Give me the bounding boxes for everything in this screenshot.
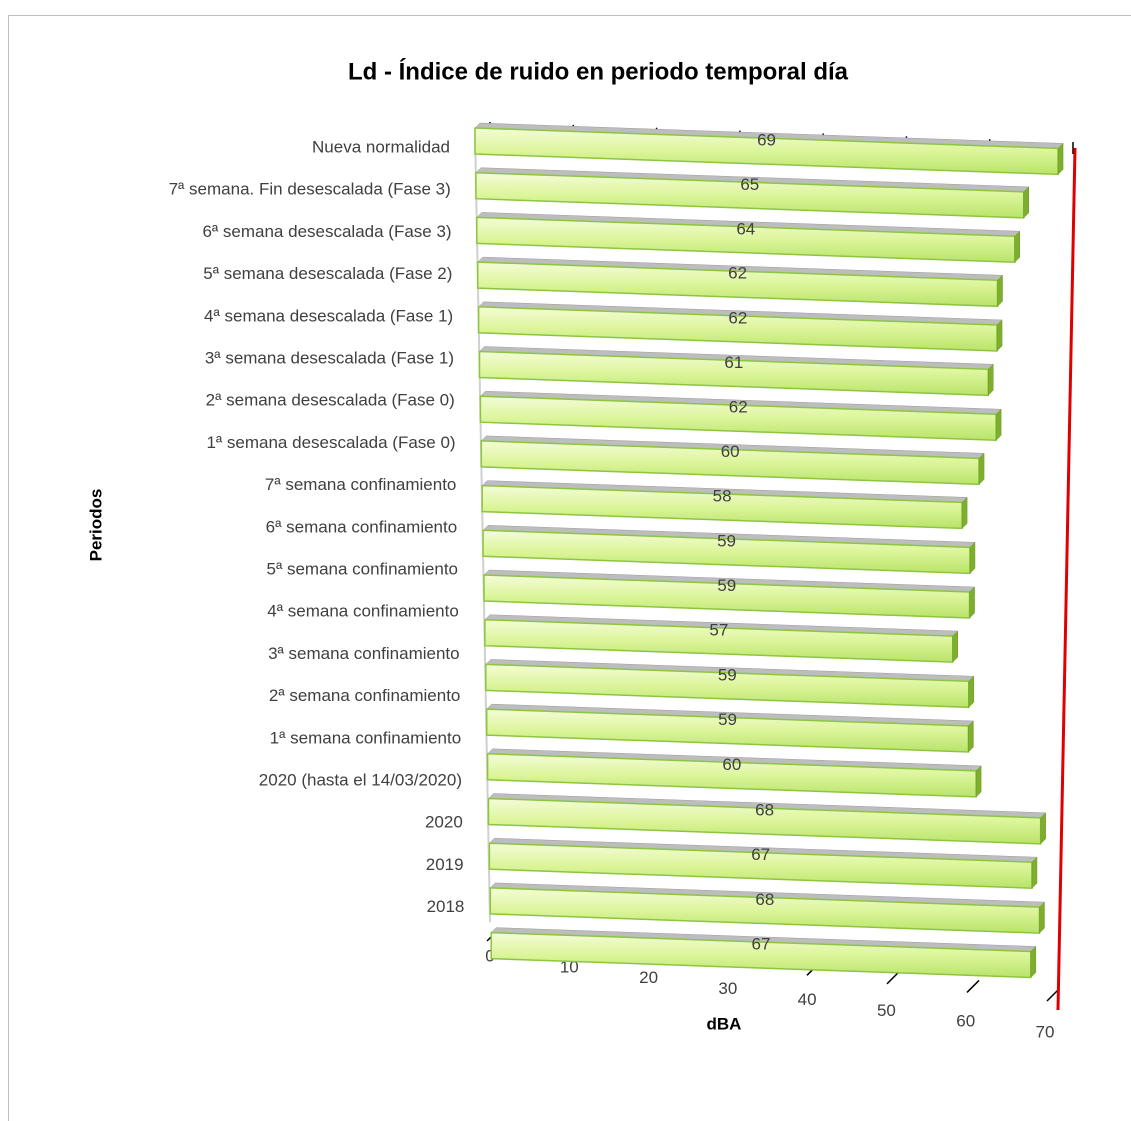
tick-mark xyxy=(886,971,900,985)
bar-side xyxy=(997,274,1003,307)
y-tick-label: 1ª semana confinamiento xyxy=(270,728,462,747)
bar-side xyxy=(968,720,974,753)
bar-side xyxy=(996,319,1003,352)
value-label: 59 xyxy=(717,576,736,595)
y-tick-label: 6ª semana confinamiento xyxy=(266,517,458,536)
y-tick-label: Nueva normalidad xyxy=(312,137,450,156)
bar-side xyxy=(961,496,968,529)
x-axis-label: dBA xyxy=(707,1014,742,1033)
x-tick-label: 20 xyxy=(639,968,658,987)
value-label: 59 xyxy=(717,531,736,550)
value-label: 62 xyxy=(729,398,748,417)
value-label: 57 xyxy=(709,620,728,639)
value-label: 68 xyxy=(755,801,774,820)
x-tick-label: 60 xyxy=(956,1012,975,1031)
x-tick-label: 50 xyxy=(877,1001,896,1020)
chart-title: Ld - Índice de ruido en periodo temporal… xyxy=(348,57,849,85)
tick-mark xyxy=(966,979,980,993)
y-tick-label: 2018 xyxy=(427,897,465,916)
value-label: 67 xyxy=(751,845,770,864)
y-tick-label: 2ª semana confinamiento xyxy=(269,686,461,705)
bar-side xyxy=(987,363,994,396)
value-label: 60 xyxy=(722,755,741,774)
value-label: 64 xyxy=(736,219,755,238)
bar-side xyxy=(969,586,975,619)
value-label: 59 xyxy=(718,665,737,684)
bar-side xyxy=(1030,945,1037,979)
frame xyxy=(8,15,1131,1121)
y-tick-label: 7ª semana confinamiento xyxy=(265,475,457,494)
y-tick-label: 2020 (hasta el 14/03/2020) xyxy=(259,770,462,789)
bar-side xyxy=(995,408,1002,441)
y-tick-label: 5ª semana desescalada (Fase 2) xyxy=(203,264,452,283)
y-tick-label: 6ª semana desescalada (Fase 3) xyxy=(202,222,451,241)
y-tick-label: 2020 xyxy=(425,813,463,832)
value-label: 67 xyxy=(752,935,771,954)
x-tick-label: 30 xyxy=(718,979,737,998)
bar-side xyxy=(978,452,985,485)
value-label: 62 xyxy=(728,264,747,283)
value-label: 60 xyxy=(721,442,740,461)
x-tick-label: 70 xyxy=(1036,1022,1055,1041)
y-tick-label: 4ª semana confinamiento xyxy=(267,602,459,621)
bar-side xyxy=(1057,142,1064,176)
value-label: 69 xyxy=(757,131,776,150)
y-tick-label: 5ª semana confinamiento xyxy=(266,559,458,578)
y-tick-label: 3ª semana confinamiento xyxy=(268,644,460,663)
value-label: 59 xyxy=(718,710,737,729)
value-label: 58 xyxy=(713,486,732,505)
bar-side xyxy=(952,630,959,663)
y-tick-label: 2019 xyxy=(426,855,464,874)
y-tick-label: 3ª semana desescalada (Fase 1) xyxy=(205,348,454,367)
bar-side xyxy=(1040,812,1046,845)
y-axis-label: Periodos xyxy=(86,489,105,562)
x-tick-label: 40 xyxy=(798,990,817,1009)
y-tick-label: 4ª semana desescalada (Fase 1) xyxy=(204,306,453,325)
value-label: 61 xyxy=(724,353,743,372)
bar-side xyxy=(1031,856,1038,889)
bar-side xyxy=(975,765,982,798)
y-tick-label: 2ª semana desescalada (Fase 0) xyxy=(206,391,455,410)
bar-side xyxy=(968,675,975,708)
bar-side xyxy=(969,541,976,574)
x-tick-label: 0 xyxy=(485,946,494,965)
value-label: 62 xyxy=(728,308,747,327)
y-tick-label: 1ª semana desescalada (Fase 0) xyxy=(206,433,455,452)
value-label: 68 xyxy=(755,890,774,909)
y-tick-label: 7ª semana. Fin desescalada (Fase 3) xyxy=(169,180,451,199)
bar-side xyxy=(1014,230,1021,263)
axis-end-line xyxy=(1056,147,1077,1011)
bar-side xyxy=(1039,901,1045,934)
bar-side xyxy=(1023,186,1029,219)
value-label: 65 xyxy=(740,175,759,194)
